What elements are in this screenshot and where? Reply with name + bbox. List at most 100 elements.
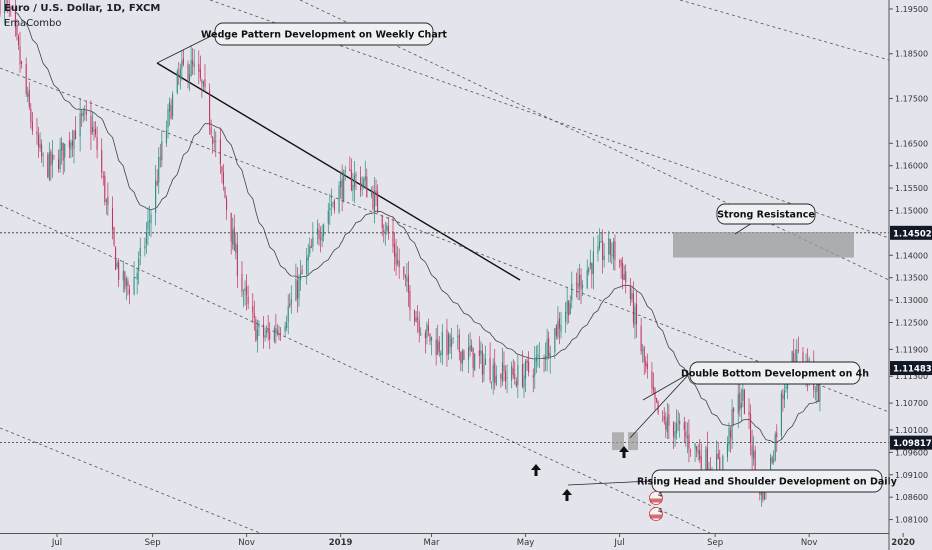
candle-body <box>235 242 237 253</box>
candle-body <box>165 129 167 144</box>
channel-line <box>0 67 890 413</box>
candle-body <box>528 361 530 373</box>
candle-body <box>138 258 140 272</box>
price-tag-label: 1.11483 <box>893 365 932 375</box>
candle-body <box>332 202 334 204</box>
candle-body <box>135 277 137 279</box>
candle-body <box>666 417 668 433</box>
candle-body <box>111 208 114 230</box>
candle-body <box>437 339 439 355</box>
candle-body <box>635 303 638 324</box>
price-tick-label: 1.11900 <box>895 345 928 354</box>
candle-body <box>796 349 798 367</box>
candle-body <box>750 413 752 443</box>
ema-polyline <box>15 11 821 444</box>
candle-body <box>414 310 416 322</box>
candle-body <box>740 403 742 409</box>
candle-body <box>202 81 204 87</box>
candle-body <box>189 74 191 82</box>
candle-body <box>565 312 567 322</box>
candle-body <box>290 299 292 305</box>
candle-body <box>651 371 653 388</box>
flag-stripe <box>650 498 662 503</box>
candle-body <box>284 325 286 332</box>
candle-body <box>115 247 117 271</box>
candle-body <box>503 365 505 372</box>
candle-body <box>50 151 52 167</box>
candle-body <box>104 175 106 202</box>
candle-body <box>116 262 118 268</box>
price-tick-label: 1.10700 <box>895 399 928 408</box>
candle-body <box>17 36 20 46</box>
candle-body <box>728 427 730 446</box>
candle-body <box>301 269 303 274</box>
time-tick-label: Nov <box>801 538 818 548</box>
candle-body <box>569 303 571 315</box>
candle-body <box>814 391 816 393</box>
candle-body <box>677 421 679 423</box>
candles <box>0 0 821 507</box>
candle-body <box>21 61 23 65</box>
candle-body <box>802 352 804 369</box>
up-arrow-icon <box>562 489 572 501</box>
candle-body <box>729 429 732 438</box>
price-tag <box>890 435 932 450</box>
candle-body <box>145 232 147 245</box>
channel-line <box>0 427 261 534</box>
candle-body <box>603 255 605 260</box>
candle-body <box>776 432 778 438</box>
candle-body <box>773 459 775 463</box>
candle-body <box>307 254 309 261</box>
candle-body <box>642 350 644 351</box>
candle-body <box>554 328 556 353</box>
candle-body <box>398 260 400 268</box>
price-tick-label: 1.16500 <box>895 139 928 148</box>
candle-body <box>74 130 77 139</box>
price-tick-label: 1.18500 <box>895 50 928 59</box>
time-tick-label: Sep <box>707 538 723 548</box>
candle-body <box>430 336 433 341</box>
candle-body <box>672 422 675 437</box>
candle-body <box>793 352 795 367</box>
candle-body <box>333 200 335 210</box>
candle-body <box>403 266 405 276</box>
candle-body <box>549 352 551 359</box>
candle-body <box>771 456 773 463</box>
price-tick-label: 1.19500 <box>895 5 928 14</box>
candle-body <box>25 64 27 94</box>
candle-body <box>128 288 131 295</box>
candle-body <box>534 360 536 376</box>
candle-body <box>580 274 582 290</box>
candle-body <box>469 345 471 351</box>
candle-body <box>782 394 784 399</box>
candle-body <box>467 346 470 360</box>
candle-body <box>37 134 40 148</box>
event-badge-count: 4 <box>658 491 663 499</box>
candle-body <box>743 389 745 415</box>
candle-body <box>139 247 141 257</box>
candle-body <box>30 108 32 122</box>
price-tick-label: 1.15500 <box>895 184 928 193</box>
candle-body <box>167 108 169 128</box>
candle-body <box>532 375 534 378</box>
candle-body <box>275 327 277 334</box>
candle-body <box>309 246 311 254</box>
candle-body <box>41 144 43 157</box>
head-shoulder-callout-label: Rising Head and Shoulder Development on … <box>637 477 898 488</box>
candle-body <box>168 102 171 112</box>
wedge-callout-label: Wedge Pattern Development on Weekly Char… <box>201 30 447 41</box>
candle-body <box>381 215 383 229</box>
price-tag-label: 1.09817 <box>893 439 932 449</box>
candle-body <box>753 450 755 459</box>
candle-body <box>253 313 255 318</box>
candle-body <box>449 335 451 348</box>
candle-body <box>267 329 269 332</box>
candle-body <box>480 350 482 355</box>
candle-body <box>28 89 30 108</box>
candle-body <box>242 292 245 294</box>
candle-body <box>783 390 786 400</box>
channel-line <box>0 204 711 534</box>
candle-body <box>122 270 124 281</box>
price-tag <box>890 361 932 376</box>
